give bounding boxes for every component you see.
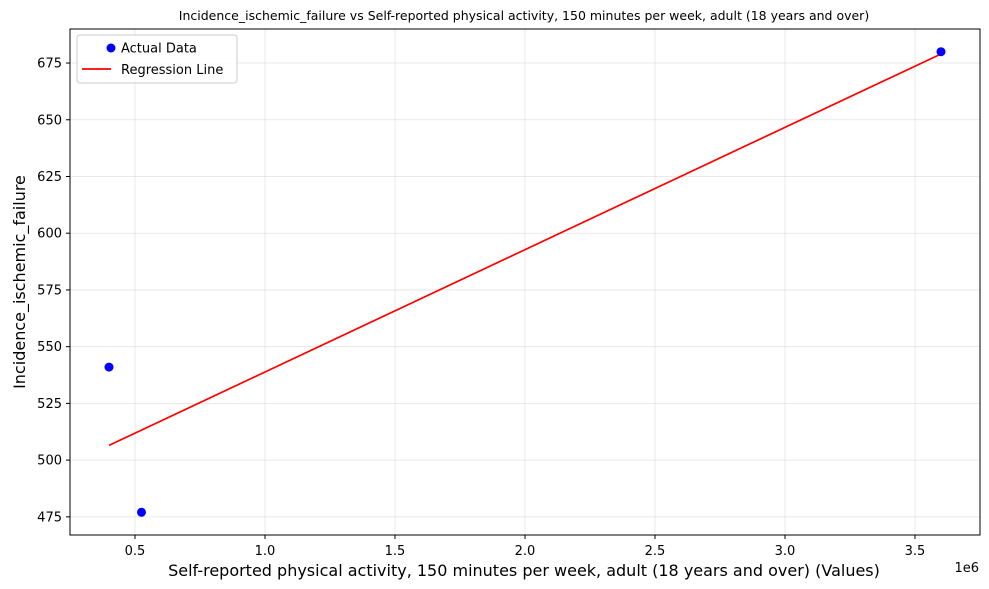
y-axis-label: Incidence_ischemic_failure (10, 175, 30, 389)
x-tick-label: 3.0 (775, 544, 796, 559)
x-tick-label: 2.5 (645, 544, 666, 559)
y-tick-label: 625 (37, 170, 62, 185)
legend-marker-actual-data (106, 43, 116, 53)
regression-line (108, 53, 942, 447)
x-tick-label: 0.5 (125, 544, 146, 559)
y-tick-label: 500 (37, 454, 62, 469)
legend-label-actual-data: Actual Data (121, 42, 197, 57)
data-point (104, 362, 114, 372)
y-tick-label: 575 (37, 283, 62, 298)
data-point (137, 507, 146, 517)
x-axis-offset-label: 1e6 (954, 561, 979, 576)
y-tick-label: 650 (37, 113, 62, 128)
plot-frame (69, 28, 981, 536)
x-axis-ticks: 0.5 1.0 1.5 2.0 2.5 3.0 3.5 (125, 535, 926, 559)
series-layer (104, 47, 946, 517)
x-axis-label: Self-reported physical activity, 150 min… (168, 561, 880, 580)
y-axis-ticks: 475 500 525 550 575 600 625 650 675 (37, 57, 70, 525)
y-tick-label: 525 (37, 397, 62, 412)
grid (70, 29, 980, 535)
chart-title: Incidence_ischemic_failure vs Self-repor… (179, 8, 869, 23)
y-tick-label: 550 (37, 340, 62, 355)
legend-label-regression-line: Regression Line (121, 63, 223, 78)
x-tick-label: 1.5 (385, 544, 406, 559)
y-tick-label: 475 (37, 510, 62, 525)
y-tick-label: 675 (37, 57, 62, 72)
x-tick-label: 2.0 (515, 544, 536, 559)
legend: Actual Data Regression Line (76, 34, 238, 84)
x-tick-label: 1.0 (255, 544, 276, 559)
x-tick-label: 3.5 (905, 544, 926, 559)
data-point (936, 47, 946, 57)
y-tick-label: 600 (37, 227, 62, 242)
legend-box (76, 34, 238, 84)
